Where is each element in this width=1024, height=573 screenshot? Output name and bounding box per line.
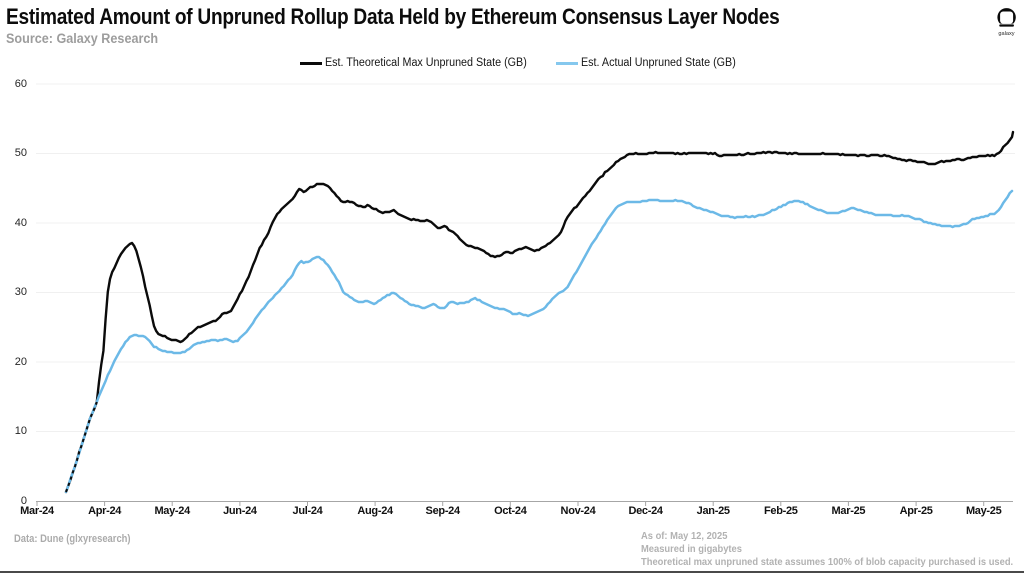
svg-text:galaxy: galaxy	[998, 31, 1014, 37]
